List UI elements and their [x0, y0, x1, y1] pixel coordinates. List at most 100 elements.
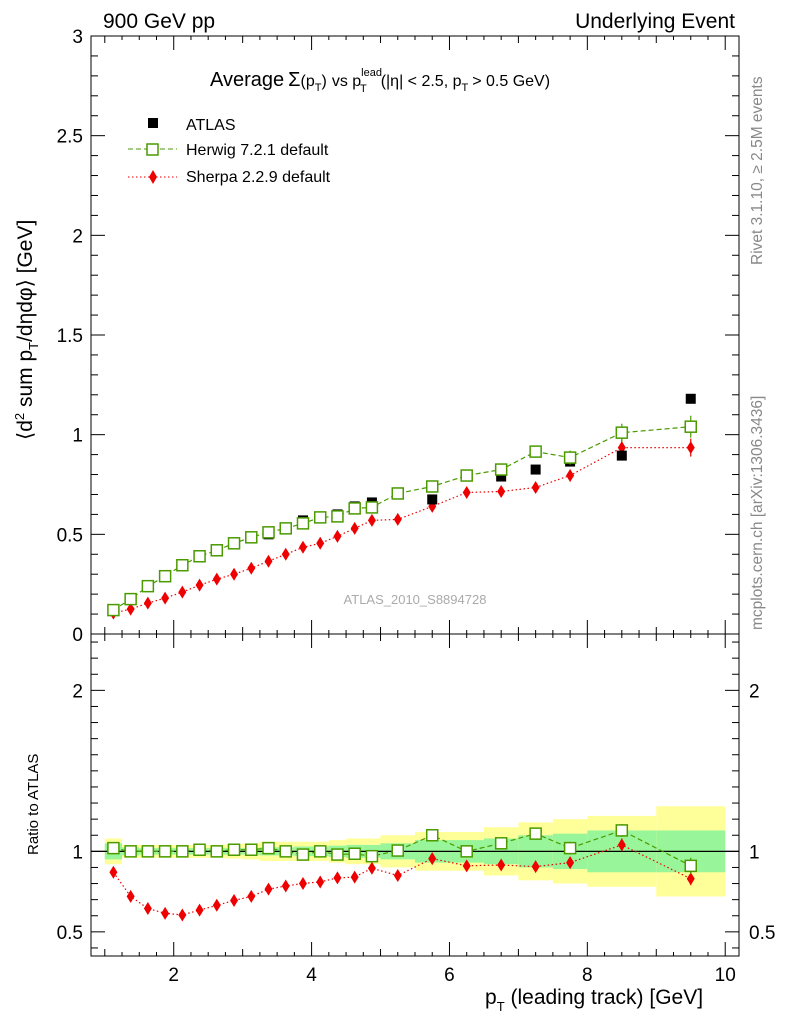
sherpa-ratio-point: [367, 861, 376, 875]
legend-label-sherpa: Sherpa 2.2.9 default: [186, 169, 331, 186]
legend-marker-herwig: [146, 143, 159, 156]
herwig-ratio-point: [615, 824, 629, 837]
herwig-point: [331, 510, 344, 523]
legend-label-herwig: Herwig 7.2.1 default: [186, 142, 329, 159]
sherpa-ratio-point: [350, 870, 359, 884]
herwig-point: [296, 517, 310, 530]
ratio-y-tick-label: 0.5: [57, 923, 83, 944]
herwig-ratio-point: [425, 829, 439, 842]
herwig-point: [124, 592, 137, 606]
herwig-point: [313, 511, 327, 524]
main-panel: 0 0.5 1 1.5 2 2.5 3: [57, 27, 740, 646]
herwig-ratio-point: [279, 845, 292, 858]
sherpa-point: [212, 572, 221, 586]
herwig-point: [158, 569, 172, 583]
atlas-point: [496, 471, 507, 482]
main-y-tick-label: 0.5: [57, 525, 83, 546]
plot-title: Average Σ(pT) vs plead T (|η| < 2.5, pT > 0.5…: [210, 67, 550, 95]
main-y-tick-label: 2: [72, 226, 83, 247]
sherpa-ratio-point: [247, 889, 256, 903]
herwig-point: [365, 501, 379, 514]
x-tick-label: 10: [715, 965, 736, 986]
herwig-ratio-point: [158, 845, 172, 858]
herwig-point: [615, 426, 629, 439]
sherpa-ratio-point: [161, 906, 170, 920]
ratio-y-axis-label: Ratio to ATLAS: [25, 754, 42, 855]
sherpa-ratio-point: [566, 856, 575, 870]
header-right: Underlying Event: [575, 10, 735, 33]
sherpa-ratio-point: [333, 871, 342, 885]
sherpa-ratio-point: [212, 898, 221, 912]
herwig-point: [245, 531, 258, 544]
herwig-point: [141, 579, 155, 593]
sherpa-point: [350, 521, 359, 535]
ratio-y-tick-label-right: 1: [749, 842, 760, 863]
main-y-tick-label: 2.5: [57, 127, 83, 148]
herwig-point: [227, 537, 241, 550]
herwig-point: [494, 463, 508, 476]
sherpa-ratio-point: [178, 908, 187, 922]
ratio-panel: 2 4 6 8 10 0.5 0.5 1 1 2 2: [57, 633, 775, 986]
sherpa-ratio-point: [497, 858, 506, 872]
legend-label-atlas: ATLAS: [186, 117, 236, 134]
x-tick-label: 4: [306, 965, 317, 986]
sherpa-point: [531, 480, 540, 494]
herwig-ratio-point: [245, 843, 258, 856]
main-y-tick-label: 1.5: [57, 326, 83, 347]
sherpa-point: [333, 529, 342, 543]
herwig-ratio-point: [348, 847, 361, 861]
herwig-ratio-point: [107, 841, 120, 855]
sherpa-ratio-point: [109, 865, 118, 879]
herwig-point: [425, 480, 439, 493]
mcplots-label: mcplots.cern.ch [arXiv:1306.3436]: [749, 396, 766, 630]
herwig-point: [262, 526, 275, 539]
herwig-ratio-point: [684, 859, 697, 873]
herwig-ratio-point: [563, 841, 577, 855]
atlas-point: [530, 464, 541, 475]
ratio-y-tick-label-right: 2: [749, 681, 760, 702]
herwig-point: [210, 544, 224, 557]
legend: ATLAS Herwig 7.2.1 default Sherpa 2.2.9 …: [128, 117, 331, 186]
herwig-ratio-point: [331, 848, 344, 861]
herwig-point: [391, 487, 405, 500]
sherpa-ratio-point: [531, 860, 540, 874]
herwig-ratio-point: [460, 845, 473, 858]
main-y-axis-label: ⟨d2 sum pT/dηdφ⟩ [GeV]: [12, 220, 41, 440]
sherpa-point: [178, 585, 187, 599]
sherpa-ratio-point: [428, 852, 437, 866]
sherpa-point: [298, 540, 307, 554]
herwig-point: [107, 603, 120, 617]
legend-marker-atlas: [148, 118, 158, 128]
sherpa-point: [143, 596, 152, 610]
herwig-ratio-point: [227, 843, 241, 856]
x-tick-label: 8: [582, 965, 593, 986]
legend-marker-sherpa: [149, 170, 157, 184]
sherpa-point: [367, 513, 376, 527]
sherpa-point: [686, 441, 695, 455]
sherpa-point: [462, 485, 471, 499]
herwig-ratio-point: [365, 849, 379, 863]
herwig-ratio-point: [193, 843, 206, 856]
herwig-point: [529, 445, 542, 458]
herwig-point: [176, 558, 189, 572]
atlas-point: [427, 494, 438, 505]
sherpa-point: [126, 602, 135, 616]
sherpa-ratio-point: [143, 902, 152, 916]
sherpa-ratio-point: [281, 879, 290, 893]
herwig-ratio-point: [210, 845, 224, 858]
herwig-point: [279, 522, 292, 535]
herwig-point: [193, 550, 206, 563]
sherpa-ratio-point: [462, 859, 471, 873]
herwig-point: [563, 451, 577, 464]
sherpa-point: [230, 567, 239, 581]
sherpa-ratio-point: [230, 893, 239, 907]
ratio-y-tick-label: 2: [72, 681, 83, 702]
rivet-version-label: Rivet 3.1.10, ≥ 2.5M events: [749, 76, 766, 265]
sherpa-ratio-point: [393, 869, 402, 882]
sherpa-ratio-point: [316, 875, 325, 889]
atlas-point: [685, 393, 696, 404]
sherpa-ratio-point: [195, 903, 204, 917]
ratio-y-tick-label-right: 0.5: [749, 923, 775, 944]
sherpa-point: [264, 554, 273, 568]
